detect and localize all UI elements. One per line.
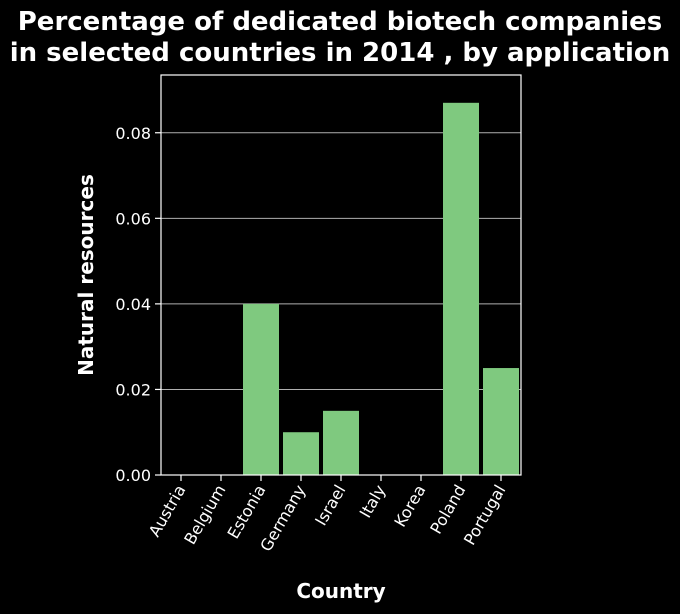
- bar-poland: [443, 102, 479, 475]
- x-tick-label: Korea: [390, 482, 429, 531]
- bar-israel: [323, 410, 359, 475]
- bars: [243, 102, 519, 475]
- x-tick-label: Italy: [356, 482, 390, 522]
- x-axis-label: Country: [296, 579, 385, 603]
- bar-portugal: [483, 368, 519, 475]
- bar-germany: [283, 432, 319, 475]
- x-tick-label: Israel: [311, 482, 349, 529]
- x-tick-label: Poland: [426, 482, 469, 538]
- y-tick-label: 0.06: [115, 209, 151, 228]
- x-tick-label: Austria: [145, 482, 190, 540]
- y-tick-label: 0.02: [115, 380, 151, 399]
- y-tick-label: 0.08: [115, 124, 151, 143]
- y-axis-ticks: 0.00 0.02 0.04 0.06 0.08: [115, 124, 161, 485]
- chart-title-line-1: Percentage of dedicated biotech companie…: [18, 7, 663, 37]
- chart-title-line-2: in selected countries in 2014 , by appli…: [10, 38, 671, 68]
- y-axis-label: Natural resources: [74, 174, 98, 376]
- y-tick-label: 0.00: [115, 466, 151, 485]
- y-tick-label: 0.04: [115, 295, 151, 314]
- bar-estonia: [243, 303, 279, 475]
